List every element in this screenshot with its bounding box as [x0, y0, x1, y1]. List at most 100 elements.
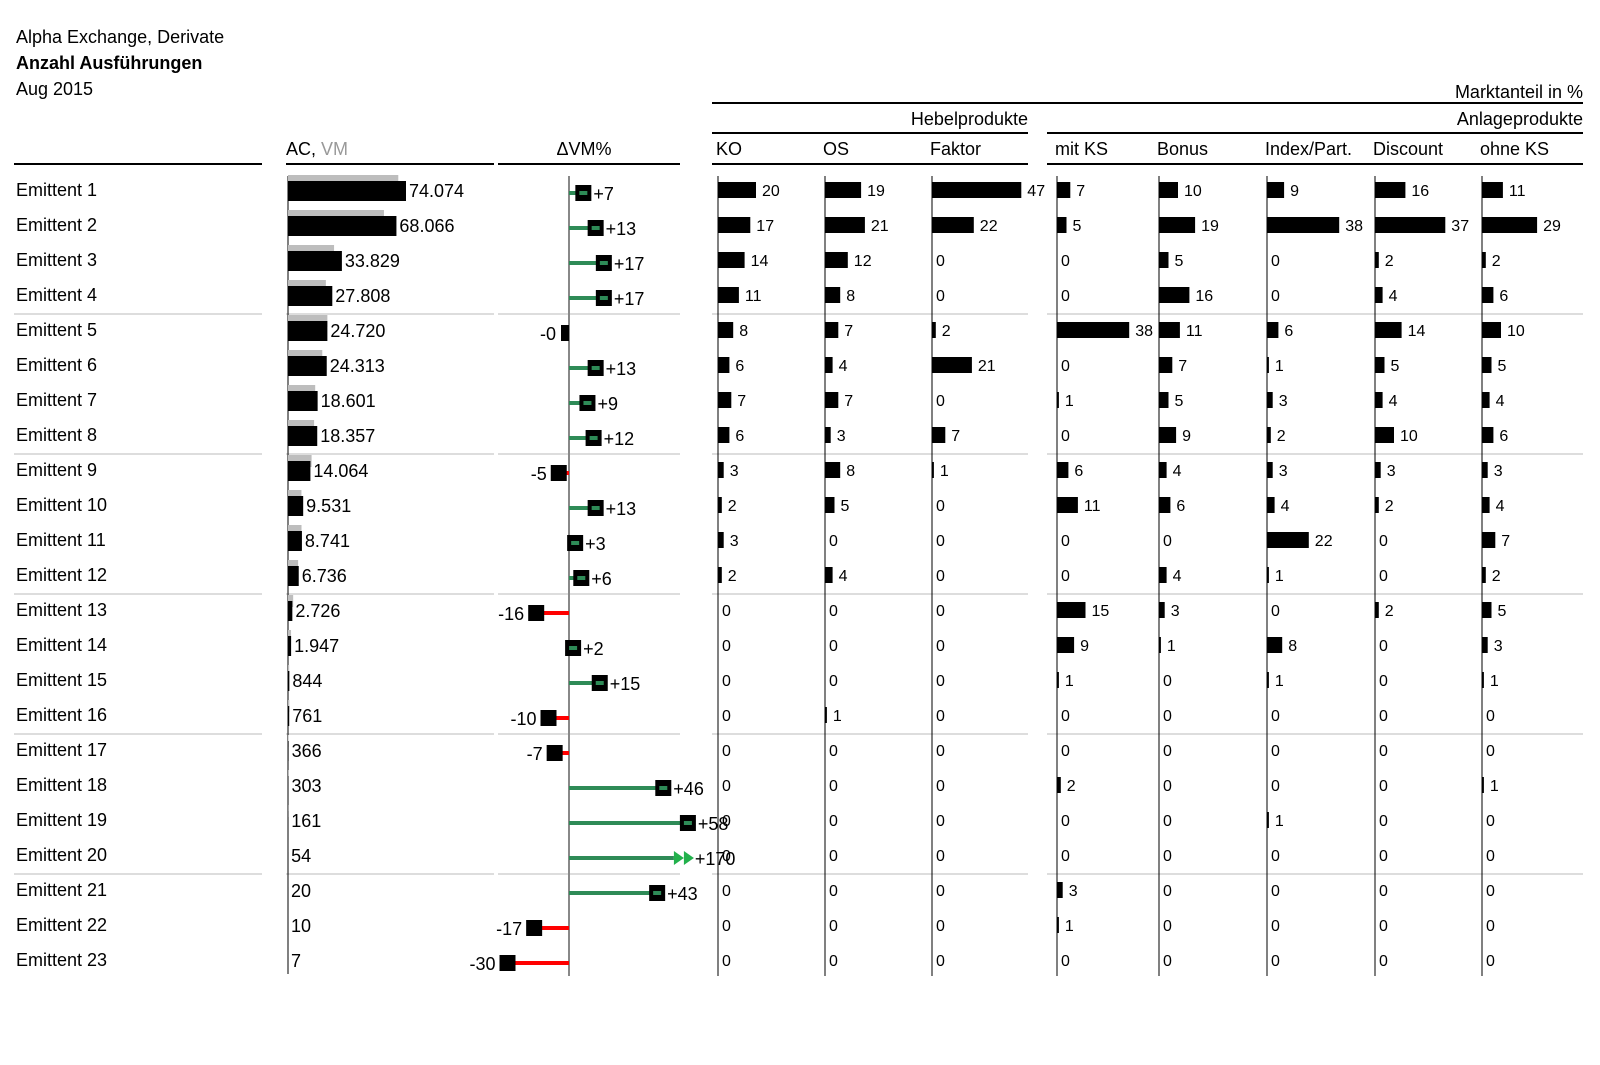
share-value-label: 0	[722, 918, 731, 935]
share-value-label: 7	[1076, 183, 1085, 200]
share-bar	[1267, 322, 1279, 338]
ac-value-label: 6.736	[302, 566, 347, 586]
share-value-label: 7	[1501, 533, 1510, 550]
share-value-label: 0	[1486, 918, 1495, 935]
ac-vm-header: AC, VM	[286, 139, 348, 159]
share-value-label: 3	[1494, 463, 1503, 480]
share-value-label: 6	[1499, 288, 1508, 305]
share-bar	[1267, 567, 1269, 583]
share-value-label: 0	[1379, 743, 1388, 760]
share-bar	[1267, 812, 1269, 828]
share-bar	[1267, 427, 1271, 443]
column-header-ko: KO	[716, 139, 742, 159]
share-value-label: 4	[839, 358, 848, 375]
share-value-label: 0	[1271, 708, 1280, 725]
share-bar	[1159, 602, 1165, 618]
share-value-label: 2	[728, 568, 737, 585]
share-value-label: 0	[829, 603, 838, 620]
share-value-label: 5	[1498, 358, 1507, 375]
share-value-label: 1	[1065, 393, 1074, 410]
delta-value-label: +13	[606, 499, 637, 519]
share-bar	[1159, 217, 1196, 233]
share-value-label: 1	[940, 463, 949, 480]
share-value-label: 0	[1379, 638, 1388, 655]
share-value-label: 0	[1163, 848, 1172, 865]
delta-value-label: +43	[667, 884, 698, 904]
share-bar	[1057, 462, 1069, 478]
share-bar	[718, 392, 732, 408]
share-value-label: 6	[735, 358, 744, 375]
share-value-label: 4	[1173, 463, 1182, 480]
share-value-label: 0	[1061, 568, 1070, 585]
column-header-os: OS	[823, 139, 849, 159]
share-value-label: 8	[739, 323, 748, 340]
row-label-emittent-19: Emittent 19	[16, 810, 107, 830]
share-bar	[1482, 357, 1492, 373]
column-header-mit-ks: mit KS	[1055, 139, 1108, 159]
share-value-label: 38	[1345, 218, 1363, 235]
delta-marker-inner	[589, 436, 598, 440]
chart-period: Aug 2015	[16, 79, 94, 99]
share-value-label: 5	[1498, 603, 1507, 620]
share-value-label: 1	[1490, 778, 1499, 795]
share-value-label: 47	[1027, 183, 1045, 200]
share-bar	[1159, 357, 1173, 373]
ac-value-label: 761	[292, 706, 322, 726]
share-value-label: 0	[936, 848, 945, 865]
share-bar	[1267, 357, 1269, 373]
share-value-label: 4	[1496, 498, 1505, 515]
share-bar	[1057, 672, 1059, 688]
share-value-label: 4	[1389, 288, 1398, 305]
delta-value-label: +12	[604, 429, 635, 449]
chart-source: Alpha Exchange, Derivate	[16, 27, 225, 47]
delta-value-label: -0	[540, 324, 556, 344]
share-value-label: 2	[1385, 253, 1394, 270]
share-bar	[932, 357, 972, 373]
share-bar	[825, 182, 862, 198]
ac-bar	[288, 321, 328, 341]
share-value-label: 1	[1275, 358, 1284, 375]
share-value-label: 0	[722, 708, 731, 725]
share-value-label: 0	[829, 533, 838, 550]
share-value-label: 0	[1486, 883, 1495, 900]
share-bar	[1482, 322, 1501, 338]
delta-marker-inner	[583, 401, 592, 405]
share-value-label: 8	[846, 463, 855, 480]
share-value-label: 1	[1167, 638, 1176, 655]
share-bar	[1375, 217, 1446, 233]
share-value-label: 0	[1163, 533, 1172, 550]
column-header-bonus: Bonus	[1157, 139, 1208, 159]
row-label-emittent-22: Emittent 22	[16, 915, 107, 935]
share-bar	[718, 357, 730, 373]
share-value-label: 0	[829, 848, 838, 865]
share-value-label: 3	[1279, 463, 1288, 480]
column-header-discount: Discount	[1373, 139, 1443, 159]
share-bar	[932, 462, 934, 478]
hebel-group-header: Hebelprodukte	[911, 109, 1028, 129]
share-value-label: 0	[936, 288, 945, 305]
share-value-label: 19	[867, 183, 885, 200]
share-bar	[1057, 637, 1075, 653]
share-value-label: 0	[829, 883, 838, 900]
share-value-label: 7	[844, 323, 853, 340]
share-bar	[1267, 217, 1340, 233]
share-value-label: 22	[1315, 533, 1333, 550]
share-value-label: 0	[936, 778, 945, 795]
share-value-label: 0	[829, 673, 838, 690]
ac-value-label: 8.741	[305, 531, 350, 551]
row-label-emittent-16: Emittent 16	[16, 705, 107, 725]
ac-bar	[288, 496, 304, 516]
share-value-label: 2	[1492, 568, 1501, 585]
ac-value-label: 844	[292, 671, 322, 691]
share-value-label: 0	[936, 603, 945, 620]
delta-marker	[561, 325, 569, 341]
share-bar	[1482, 392, 1490, 408]
share-bar	[1057, 917, 1059, 933]
row-label-emittent-18: Emittent 18	[16, 775, 107, 795]
row-label-emittent-13: Emittent 13	[16, 600, 107, 620]
share-value-label: 0	[1271, 603, 1280, 620]
ac-value-label: 18.601	[321, 391, 376, 411]
share-value-label: 4	[1281, 498, 1290, 515]
share-value-label: 1	[1065, 673, 1074, 690]
share-bar	[932, 217, 974, 233]
